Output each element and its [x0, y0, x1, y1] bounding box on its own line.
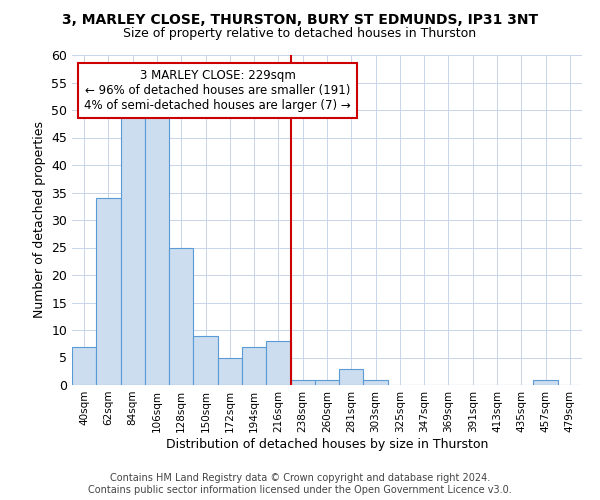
X-axis label: Distribution of detached houses by size in Thurston: Distribution of detached houses by size … [166, 438, 488, 450]
Bar [266, 341, 290, 385]
Bar [242, 346, 266, 385]
Bar [290, 380, 315, 385]
Bar [121, 116, 145, 385]
Text: Size of property relative to detached houses in Thurston: Size of property relative to detached ho… [124, 28, 476, 40]
Bar [72, 346, 96, 385]
Bar [193, 336, 218, 385]
Bar [339, 368, 364, 385]
Bar [218, 358, 242, 385]
Bar [96, 198, 121, 385]
Bar [364, 380, 388, 385]
Text: Contains HM Land Registry data © Crown copyright and database right 2024.
Contai: Contains HM Land Registry data © Crown c… [88, 474, 512, 495]
Bar [169, 248, 193, 385]
Bar [315, 380, 339, 385]
Text: 3, MARLEY CLOSE, THURSTON, BURY ST EDMUNDS, IP31 3NT: 3, MARLEY CLOSE, THURSTON, BURY ST EDMUN… [62, 12, 538, 26]
Bar [145, 116, 169, 385]
Y-axis label: Number of detached properties: Number of detached properties [32, 122, 46, 318]
Bar [533, 380, 558, 385]
Text: 3 MARLEY CLOSE: 229sqm
← 96% of detached houses are smaller (191)
4% of semi-det: 3 MARLEY CLOSE: 229sqm ← 96% of detached… [85, 68, 351, 112]
